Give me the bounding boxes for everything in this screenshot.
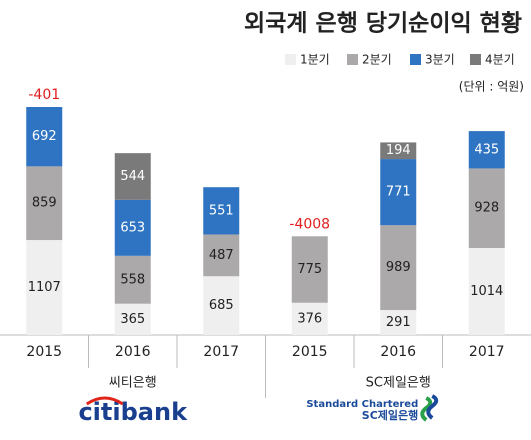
bar-segment bbox=[26, 107, 63, 167]
bar-segment bbox=[291, 236, 328, 303]
legend-swatch bbox=[470, 54, 481, 65]
value-label: 291 bbox=[386, 315, 411, 330]
bar-segment bbox=[203, 187, 240, 235]
value-label: 989 bbox=[386, 260, 411, 275]
value-label: 692 bbox=[32, 129, 57, 144]
x-tick-label: 2016 bbox=[380, 344, 416, 360]
legend-swatch bbox=[347, 54, 358, 65]
value-label: 487 bbox=[209, 248, 234, 263]
logo-mark bbox=[420, 396, 433, 422]
group-label: SC제일은행 bbox=[366, 375, 431, 391]
value-label: 775 bbox=[297, 262, 322, 277]
bar-segment bbox=[114, 255, 151, 304]
group-label: 씨티은행 bbox=[109, 375, 157, 391]
bar-segment bbox=[114, 153, 151, 200]
chart-title: 외국계 은행 당기순이익 현황 bbox=[244, 11, 522, 37]
x-tick-label: 2015 bbox=[292, 344, 328, 360]
value-label: 1014 bbox=[470, 284, 503, 299]
bar-segment bbox=[203, 276, 240, 335]
bar-segment bbox=[380, 159, 417, 226]
value-label: 771 bbox=[386, 185, 411, 200]
value-label: 558 bbox=[120, 272, 145, 287]
value-label: 859 bbox=[32, 196, 57, 211]
bar-segment bbox=[468, 248, 505, 335]
logo-text: citibank bbox=[78, 398, 188, 426]
logo-text: SC제일은행 bbox=[362, 408, 418, 422]
value-label: 928 bbox=[474, 201, 499, 216]
unit-label: (단위 : 억원) bbox=[459, 80, 524, 94]
bar-segment bbox=[114, 303, 151, 335]
x-tick-label: 2015 bbox=[26, 344, 62, 360]
value-label: 551 bbox=[209, 203, 234, 218]
bar-segment bbox=[114, 199, 151, 256]
bar-segment bbox=[26, 240, 63, 335]
negative-value-label: -401 bbox=[28, 87, 60, 103]
bar-segment bbox=[468, 168, 505, 249]
bar-segment bbox=[380, 142, 417, 160]
value-label: 365 bbox=[120, 312, 145, 327]
legend-label: 2분기 bbox=[362, 53, 392, 67]
bar-segment bbox=[380, 225, 417, 311]
negative-value-label: -4008 bbox=[289, 216, 330, 232]
legend-label: 1분기 bbox=[300, 53, 330, 67]
value-label: 1107 bbox=[28, 280, 61, 295]
logo-arc bbox=[85, 396, 124, 406]
value-label: 653 bbox=[120, 220, 145, 235]
logo-text: Standard Chartered bbox=[306, 399, 418, 410]
value-label: 685 bbox=[209, 298, 234, 313]
bar-segment bbox=[26, 166, 63, 241]
value-label: 544 bbox=[120, 169, 145, 184]
legend-swatch bbox=[410, 54, 421, 65]
legend-label: 4분기 bbox=[485, 53, 515, 67]
value-label: 435 bbox=[474, 142, 499, 157]
bar-segment bbox=[468, 131, 505, 169]
logo-mark bbox=[426, 394, 439, 420]
legend-swatch bbox=[285, 54, 296, 65]
bar-segment bbox=[291, 302, 328, 335]
value-label: 194 bbox=[386, 143, 411, 158]
bar-segment bbox=[380, 310, 417, 335]
value-label: 376 bbox=[297, 311, 322, 326]
legend-label: 3분기 bbox=[425, 53, 455, 67]
bar-segment bbox=[203, 234, 240, 277]
x-tick-label: 2017 bbox=[203, 344, 239, 360]
x-tick-label: 2016 bbox=[115, 344, 151, 360]
x-tick-label: 2017 bbox=[469, 344, 505, 360]
